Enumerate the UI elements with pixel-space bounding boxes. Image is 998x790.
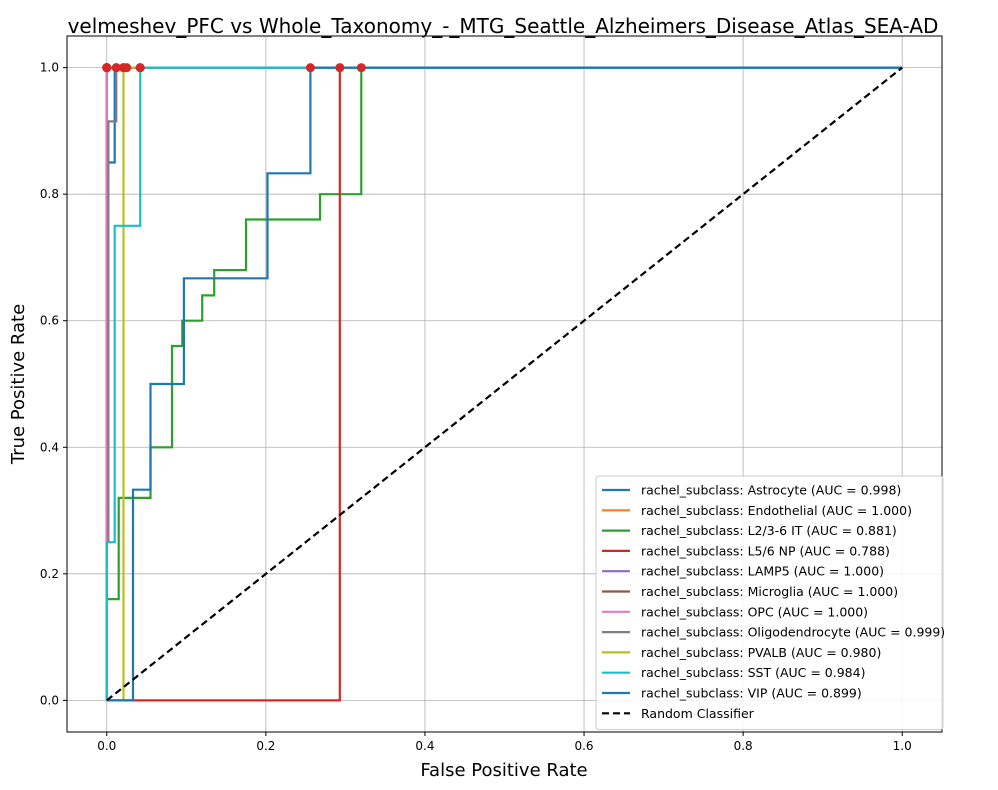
- y-tick-label-5: 1.0: [40, 61, 59, 75]
- legend-item-11: Random Classifier: [641, 706, 755, 721]
- legend-box: [595, 475, 944, 731]
- legend-item-4: rachel_subclass: LAMP5 (AUC = 1.000): [641, 564, 884, 579]
- series-line-11: [106, 66, 903, 702]
- y-tick-label-3: 0.6: [40, 314, 59, 328]
- x-axis-label: False Positive Rate: [420, 760, 587, 781]
- legend-item-3: rachel_subclass: L5/6 NP (AUC = 0.788): [641, 543, 890, 558]
- threshold-marker-11: [102, 63, 112, 73]
- legend-item-10: rachel_subclass: VIP (AUC = 0.899): [641, 686, 862, 701]
- legend-item-7: rachel_subclass: Oligodendrocyte (AUC = …: [641, 625, 945, 640]
- threshold-marker-14: [122, 63, 132, 73]
- legend: rachel_subclass: Astrocyte (AUC = 0.998)…: [595, 475, 945, 731]
- x-tick-label-1: 0.2: [256, 739, 275, 753]
- threshold-marker-2: [356, 63, 366, 73]
- threshold-marker-12: [111, 63, 121, 73]
- x-tick-label-2: 0.4: [415, 739, 434, 753]
- y-tick-label-2: 0.4: [40, 440, 59, 454]
- legend-item-2: rachel_subclass: L2/3-6 IT (AUC = 0.881): [641, 523, 897, 538]
- threshold-marker-10: [305, 63, 315, 73]
- threshold-marker-3: [335, 63, 345, 73]
- legend-item-6: rachel_subclass: OPC (AUC = 1.000): [641, 604, 868, 619]
- chart-title: velmeshev_PFC vs Whole_Taxonomy_-_MTG_Se…: [68, 14, 939, 38]
- series-line-10: [106, 66, 903, 702]
- legend-item-9: rachel_subclass: SST (AUC = 0.984): [641, 665, 865, 680]
- threshold-markers: [102, 63, 366, 73]
- series-line-2: [105, 66, 903, 701]
- x-tick-label-4: 0.8: [734, 739, 753, 753]
- x-tick-label-5: 1.0: [893, 739, 912, 753]
- legend-item-5: rachel_subclass: Microglia (AUC = 1.000): [641, 584, 898, 599]
- y-tick-label-1: 0.2: [40, 567, 59, 581]
- x-tick-label-3: 0.6: [574, 739, 593, 753]
- y-tick-label-4: 0.8: [40, 187, 59, 201]
- legend-item-0: rachel_subclass: Astrocyte (AUC = 0.998): [641, 483, 901, 498]
- legend-item-1: rachel_subclass: Endothelial (AUC = 1.00…: [641, 503, 912, 518]
- y-tick-label-0: 0.0: [40, 693, 59, 707]
- axis-ticks: 0.0 0.2 0.4 0.6 0.8 1.0 0.0 0.2 0.4 0.6 0.8 1.0: [40, 61, 912, 753]
- legend-item-8: rachel_subclass: PVALB (AUC = 0.980): [641, 645, 881, 660]
- x-tick-label-0: 0.0: [97, 739, 116, 753]
- y-axis-label: True Positive Rate: [8, 304, 29, 465]
- threshold-marker-15: [135, 63, 145, 73]
- plot-frame: [66, 35, 943, 733]
